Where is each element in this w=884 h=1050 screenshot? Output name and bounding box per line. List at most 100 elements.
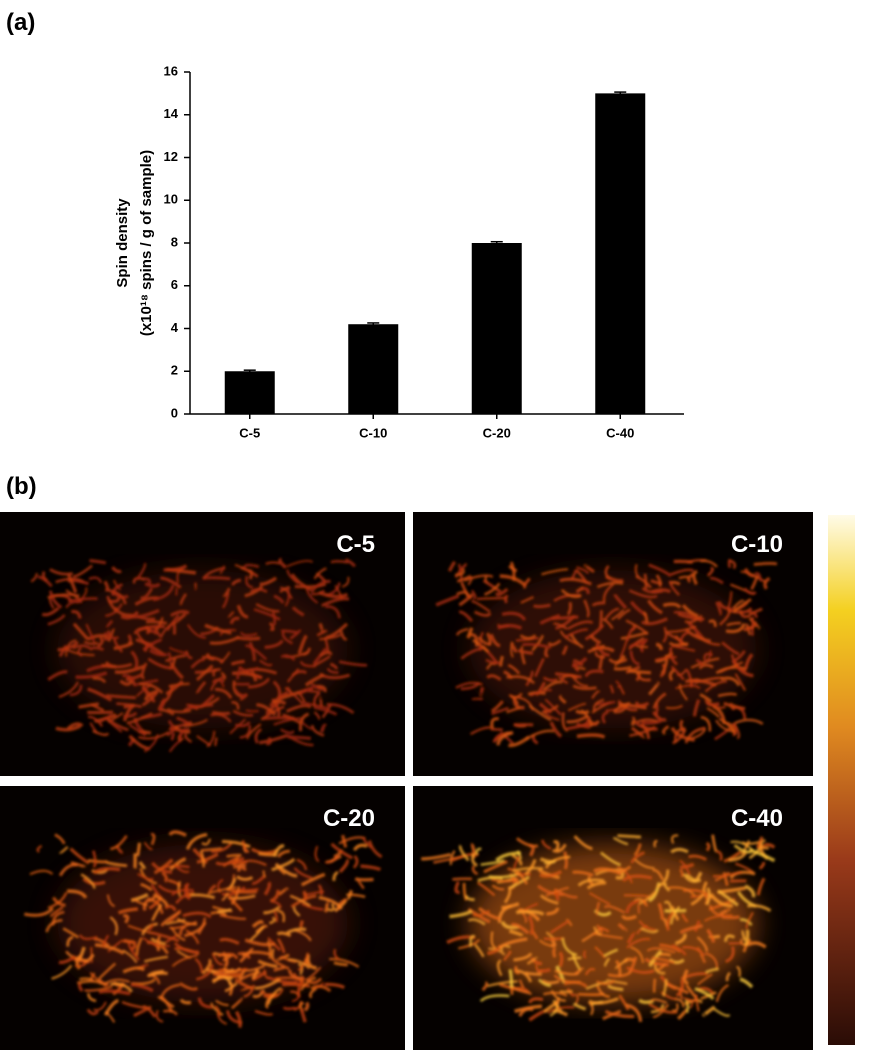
texture-stroke xyxy=(177,880,182,897)
texture-stroke xyxy=(55,724,82,732)
texture-stroke xyxy=(471,853,478,867)
texture-stroke xyxy=(301,701,329,709)
texture-stroke xyxy=(690,893,707,898)
texture-stroke xyxy=(103,998,119,1016)
texture-stroke xyxy=(630,851,646,864)
texture-stroke xyxy=(178,728,187,740)
texture-stroke xyxy=(523,577,531,590)
texture-stroke xyxy=(510,692,523,699)
bar xyxy=(595,93,646,414)
texture-stroke xyxy=(700,559,718,568)
texture-stroke xyxy=(272,680,282,699)
texture-stroke xyxy=(626,937,651,949)
texture-stroke xyxy=(121,1000,146,1010)
texture-stroke xyxy=(89,971,108,988)
texture-stroke xyxy=(165,918,186,925)
texture-stroke xyxy=(98,989,131,996)
texture-stroke xyxy=(109,916,119,936)
texture-stroke xyxy=(147,657,174,670)
texture-stroke xyxy=(234,1010,242,1028)
texture-stroke xyxy=(699,693,713,703)
texture-stroke xyxy=(241,950,272,957)
texture-stroke xyxy=(300,976,317,991)
texture-stroke xyxy=(457,574,472,583)
texture-stroke xyxy=(499,655,504,667)
texture-stroke xyxy=(165,680,184,696)
texture-stroke xyxy=(300,872,326,887)
texture-stroke xyxy=(171,954,198,968)
texture-stroke xyxy=(542,680,563,691)
texture-stroke xyxy=(702,1005,716,1017)
texture-stroke xyxy=(684,628,712,643)
texture-stroke xyxy=(62,927,80,939)
texture-stroke xyxy=(151,903,163,922)
texture-stroke xyxy=(528,704,552,721)
texture-stroke xyxy=(674,933,687,946)
texture-stroke xyxy=(618,702,647,710)
texture-stroke xyxy=(596,984,610,998)
texture-stroke xyxy=(673,726,686,743)
texture-stroke xyxy=(495,851,521,862)
texture-stroke xyxy=(280,728,295,735)
texture-stroke xyxy=(560,588,582,598)
texture-stroke xyxy=(546,907,560,916)
texture-stroke xyxy=(678,575,690,580)
texture-stroke xyxy=(692,699,701,717)
texture-stroke xyxy=(652,869,664,881)
texture-stroke xyxy=(725,971,731,982)
texture-stroke xyxy=(105,602,124,617)
texture-stroke xyxy=(454,881,460,894)
texture-stroke xyxy=(299,661,316,668)
texture-stroke xyxy=(111,566,122,574)
texture-stroke xyxy=(145,620,168,625)
texture-stroke xyxy=(276,909,286,923)
y-tick-label: 10 xyxy=(164,192,178,207)
texture-stroke xyxy=(458,593,475,607)
texture-stroke xyxy=(312,647,328,666)
texture-stroke xyxy=(41,571,48,582)
texture-stroke xyxy=(458,938,481,950)
texture-stroke xyxy=(41,606,60,617)
colorbar xyxy=(828,515,855,1045)
texture-stroke xyxy=(679,631,690,646)
texture-stroke xyxy=(471,865,479,876)
texture-stroke xyxy=(170,926,186,942)
texture-stroke xyxy=(167,652,172,663)
texture-stroke xyxy=(219,937,240,945)
texture-stroke xyxy=(490,717,500,729)
texture-stroke xyxy=(510,641,515,658)
texture-stroke xyxy=(717,692,738,698)
texture-stroke xyxy=(588,997,619,1005)
texture-stroke xyxy=(541,839,552,850)
texture-stroke xyxy=(695,658,704,667)
texture-stroke xyxy=(304,966,322,982)
texture-stroke xyxy=(259,989,275,999)
texture-stroke xyxy=(661,725,670,735)
image-label: C-40 xyxy=(731,805,783,832)
texture-stroke xyxy=(278,887,289,896)
texture-stroke xyxy=(578,992,605,997)
texture-stroke xyxy=(354,877,374,882)
texture-stroke xyxy=(626,931,636,944)
texture-stroke xyxy=(610,609,625,621)
texture-stroke xyxy=(495,587,509,597)
texture-stroke xyxy=(576,733,606,739)
texture-stroke xyxy=(567,620,594,630)
texture-stroke xyxy=(214,1004,221,1016)
texture-stroke xyxy=(421,852,452,861)
texture-stroke xyxy=(530,689,552,697)
texture-stroke xyxy=(286,668,300,683)
texture-stroke xyxy=(159,621,175,638)
texture-stroke xyxy=(196,852,219,864)
texture-stroke xyxy=(665,625,697,634)
texture-stroke xyxy=(221,892,230,902)
texture-stroke xyxy=(246,569,254,580)
texture-stroke xyxy=(462,882,468,901)
error-bar xyxy=(490,240,503,245)
texture-stroke xyxy=(151,899,164,915)
texture-stroke xyxy=(178,925,186,936)
texture-stroke xyxy=(679,859,691,876)
texture-stroke xyxy=(563,851,568,870)
texture-stroke xyxy=(236,666,242,680)
texture-stroke xyxy=(174,587,178,596)
